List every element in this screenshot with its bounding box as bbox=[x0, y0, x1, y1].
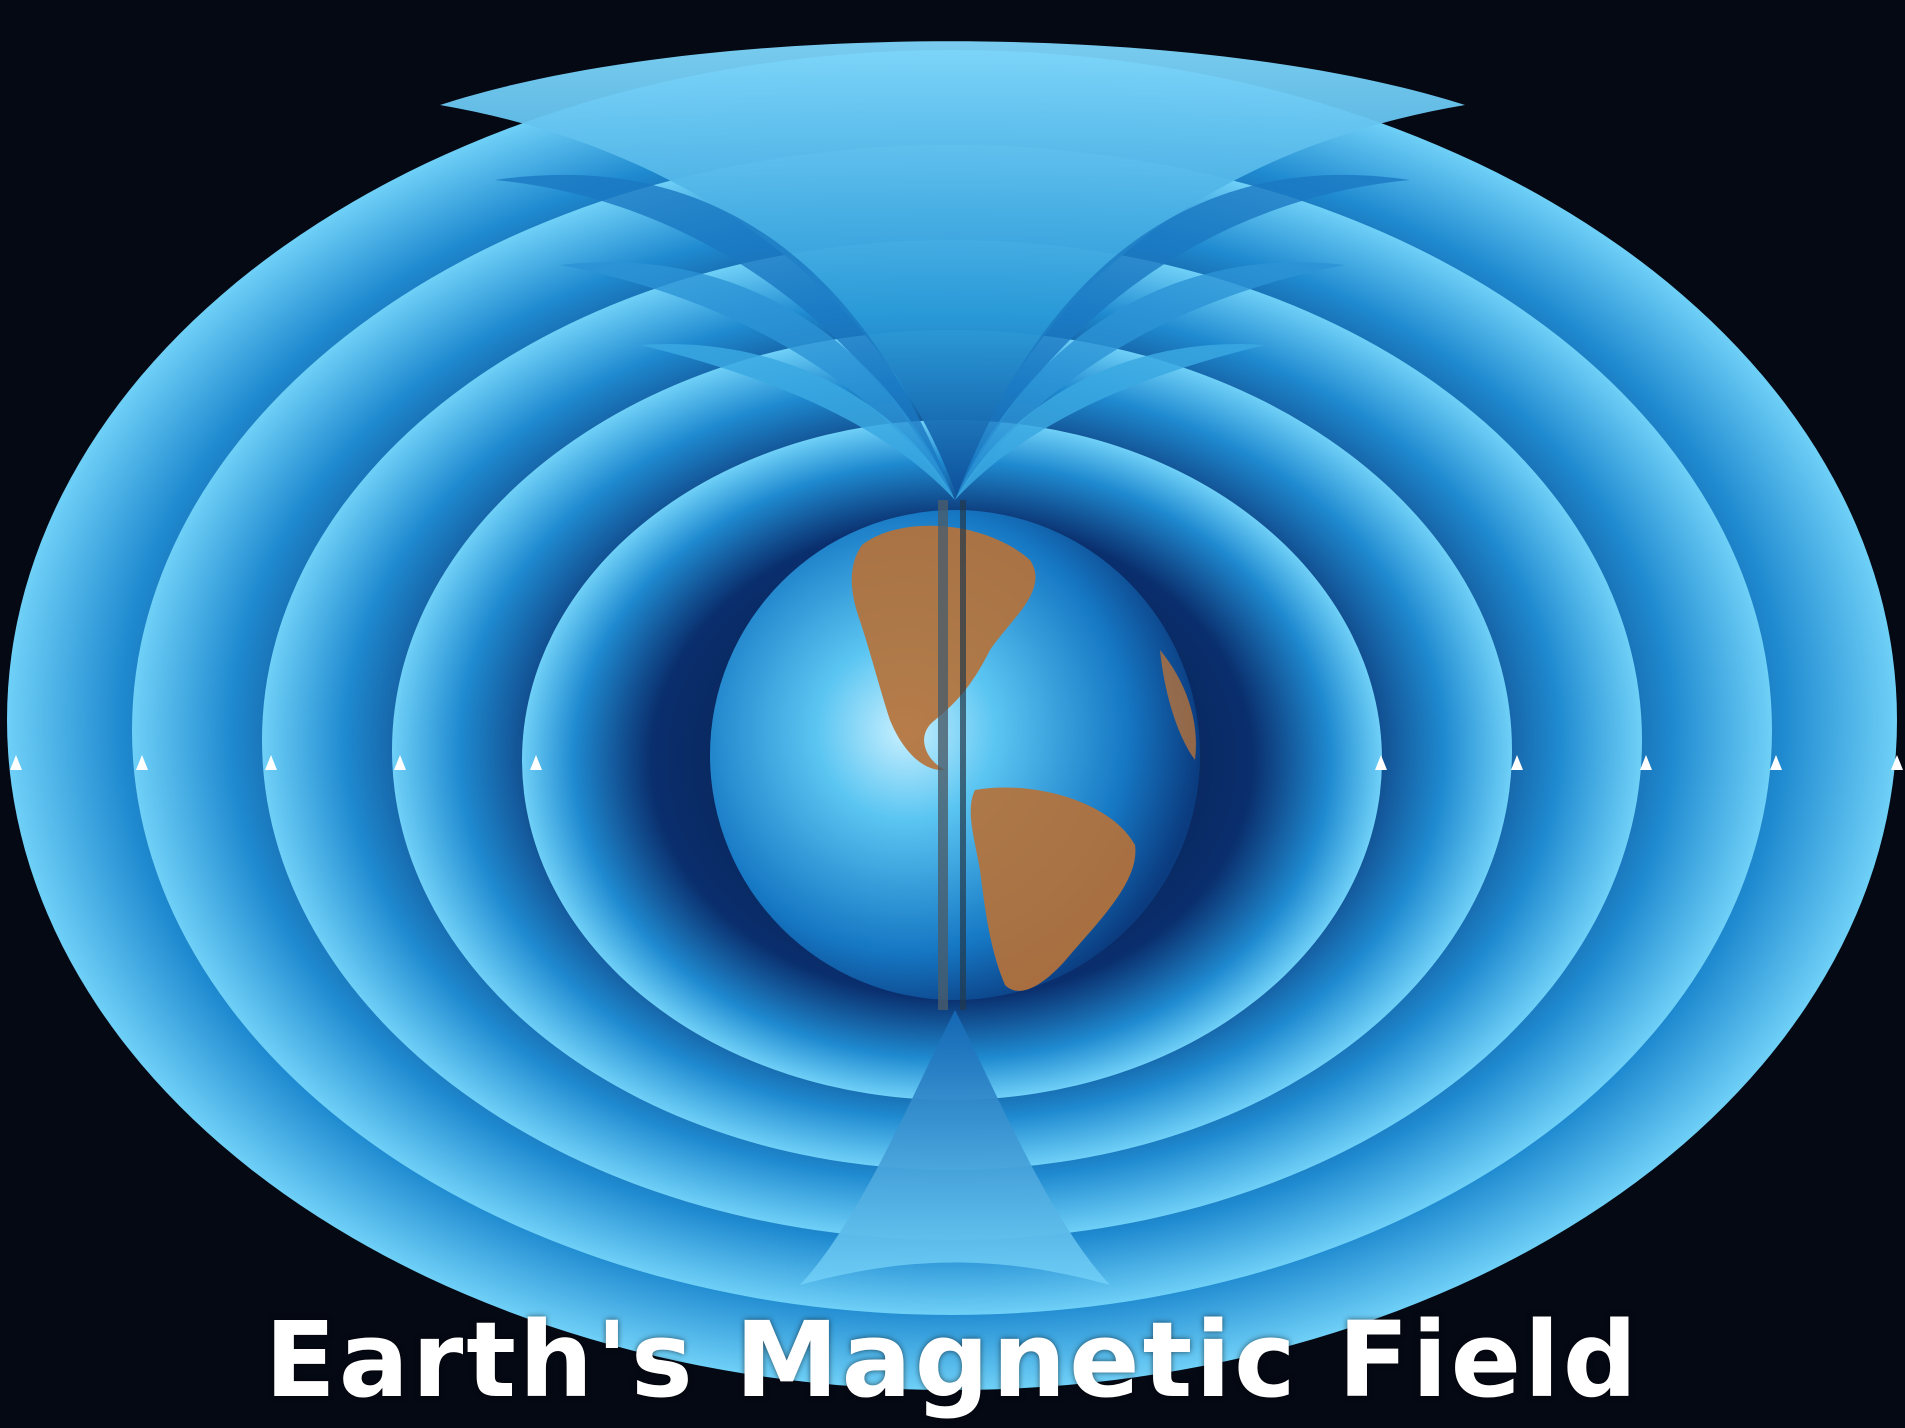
south-funnel bbox=[800, 1010, 1110, 1285]
field-direction-markers bbox=[10, 755, 1903, 770]
earth-globe-icon bbox=[710, 500, 1200, 1010]
caption-title: Earth's Magnetic Field bbox=[264, 1299, 1641, 1421]
north-funnel bbox=[440, 41, 1465, 500]
